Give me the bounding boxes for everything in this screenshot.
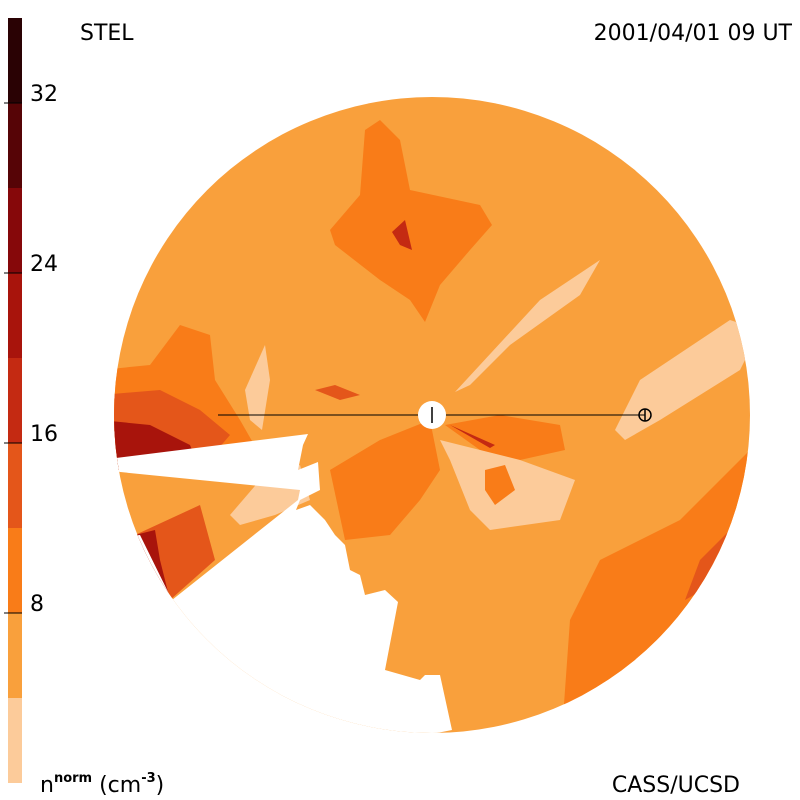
region <box>485 465 515 505</box>
colorbar-band <box>8 188 22 273</box>
colorbar: 8 16 24 32 <box>4 18 58 783</box>
region <box>455 260 600 392</box>
colorbar-label: nnorm (cm-3) <box>40 771 164 798</box>
region <box>315 385 360 400</box>
label-part: -3 <box>141 771 155 786</box>
y-tick-label: 16 <box>30 422 58 447</box>
label-part: norm <box>54 771 92 786</box>
colorbar-band <box>8 443 22 528</box>
colorbar-band <box>8 528 22 613</box>
colorbar-band <box>8 698 22 783</box>
density-map <box>114 97 750 733</box>
earth <box>638 408 652 422</box>
colorbar-band <box>8 273 22 358</box>
region <box>450 425 495 448</box>
chart-title: STEL <box>80 21 134 46</box>
y-tick-label: 8 <box>30 592 44 617</box>
credit: CASS/UCSD <box>612 773 740 798</box>
region <box>330 120 492 322</box>
region <box>245 345 270 430</box>
region <box>445 415 565 460</box>
colorbar-band <box>8 358 22 443</box>
colorbar-band <box>8 103 22 188</box>
label-part: n <box>40 773 54 798</box>
label-part: (cm <box>92 773 141 798</box>
label-part: ) <box>156 773 165 798</box>
y-tick-label: 24 <box>30 252 58 277</box>
colorbar-band <box>8 613 22 698</box>
region <box>615 320 750 440</box>
y-tick-label: 32 <box>30 82 58 107</box>
region <box>392 220 412 250</box>
timestamp: 2001/04/01 09 UT <box>594 21 793 46</box>
colorbar-band <box>8 18 22 103</box>
region <box>330 420 440 540</box>
